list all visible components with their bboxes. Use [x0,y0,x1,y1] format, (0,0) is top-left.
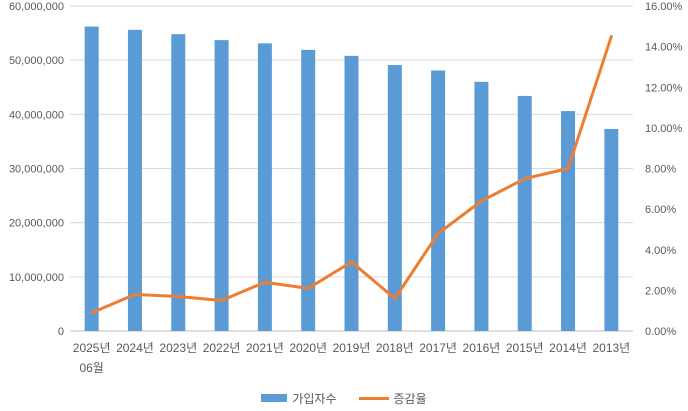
chart-legend: 가입자수 증감율 [0,388,688,408]
x-axis-label: 2013년 [592,341,630,355]
growth-rate-line [90,34,613,315]
x-axis-label: 2019년 [333,341,371,355]
x-axis-label: 2015년 [506,341,544,355]
right-axis-tick: 12.00% [645,82,683,94]
x-axis-sublabel: 06월 [79,361,103,375]
right-axis-tick: 16.00% [645,1,683,13]
x-axis-label: 2022년 [203,341,241,355]
x-axis-label: 2018년 [376,341,414,355]
line-series-swatch [358,396,389,400]
legend-item-subscribers: 가입자수 [261,390,337,407]
bar-2016년 [474,81,489,331]
right-axis-tick: 0.00% [645,326,676,338]
left-axis-tick: 20,000,000 [9,218,64,230]
x-axis-label: 2017년 [419,341,457,355]
bar-2015년 [517,95,532,332]
right-axis-tick: 10.00% [645,123,683,135]
bar-2019년 [344,55,359,331]
bar-2018년 [387,65,402,332]
bar-2017년 [431,70,446,331]
bar-series-label: 가입자수 [292,391,337,406]
right-axis-tick: 14.00% [645,42,683,54]
bar-2014년 [561,111,576,331]
line-series-label: 증감율 [393,391,427,406]
right-axis-tick: 2.00% [645,285,676,297]
bar-2013년 [604,128,619,331]
left-axis-tick: 60,000,000 [9,1,64,13]
x-axis-label: 2021년 [246,341,284,355]
x-axis-label: 2023년 [159,341,197,355]
legend-item-growth-rate: 증감율 [358,390,427,407]
bar-2023년 [171,34,186,332]
right-axis-tick: 4.00% [645,245,676,257]
bar-2022년 [214,40,229,331]
right-axis-tick: 8.00% [645,164,676,176]
left-axis-tick: 50,000,000 [9,55,64,67]
right-axis-tick: 6.00% [645,204,676,216]
left-axis-tick: 10,000,000 [9,272,64,284]
left-axis-tick: 40,000,000 [9,109,64,121]
bar-2024년 [127,29,142,331]
left-axis-tick: 0 [58,326,64,338]
bar-2025년 [84,26,99,331]
x-axis-label: 2020년 [289,341,327,355]
bar-series-swatch [261,394,288,402]
x-axis-label: 2024년 [116,341,154,355]
x-axis-label: 2016년 [463,341,501,355]
left-axis-tick: 30,000,000 [9,164,64,176]
x-axis-label: 2025년 [73,341,111,355]
bar-2021년 [257,43,272,331]
bar-2020년 [301,49,316,331]
x-axis-label: 2014년 [549,341,587,355]
